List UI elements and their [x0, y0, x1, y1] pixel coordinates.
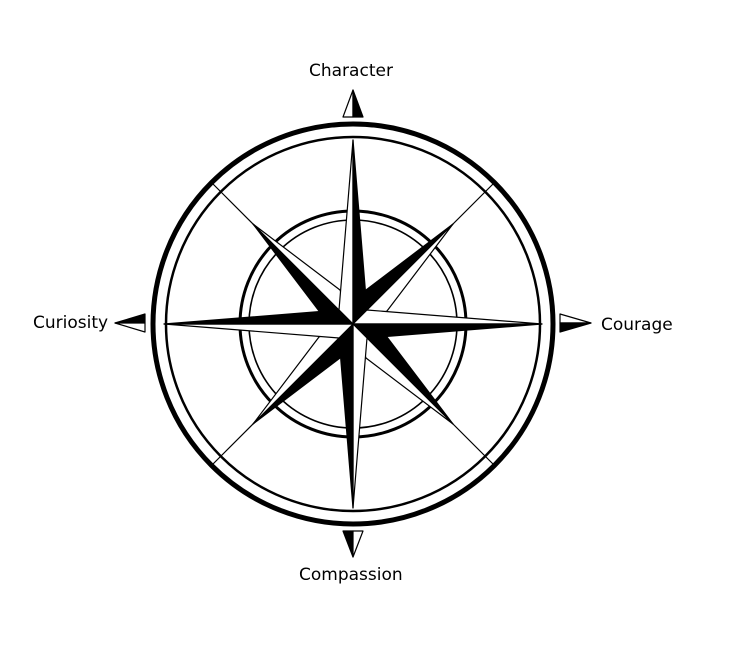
label-east: Courage — [601, 315, 673, 335]
label-west: Curiosity — [33, 313, 109, 333]
intercardinal-points — [252, 223, 454, 425]
cardinal-points — [163, 139, 543, 509]
label-north: Character — [309, 61, 393, 81]
outer-arrowheads — [114, 89, 592, 558]
label-south: Compassion — [299, 565, 403, 585]
